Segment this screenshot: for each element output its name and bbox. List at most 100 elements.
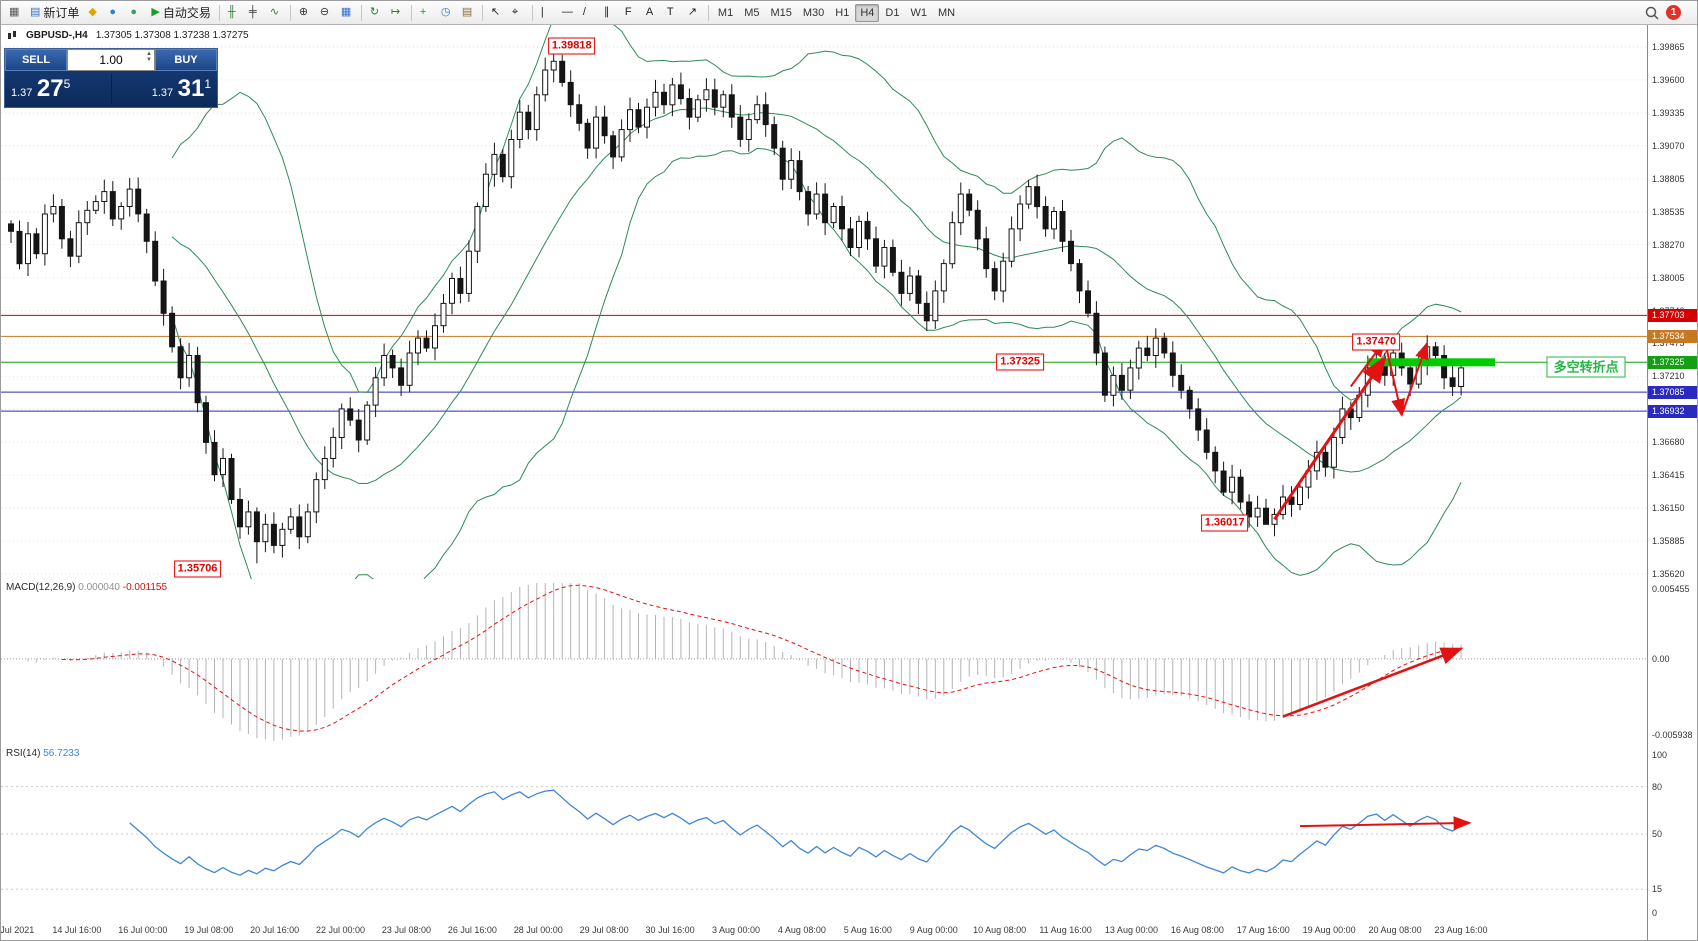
- chart-shift-button[interactable]: ↦: [387, 3, 407, 23]
- price-callout[interactable]: 1.36017: [1200, 514, 1249, 532]
- text-button[interactable]: A: [642, 3, 662, 23]
- toolbar-separator: [707, 4, 709, 21]
- time-axis-label: 4 Aug 08:00: [777, 925, 826, 935]
- equidistant-channel-button[interactable]: ∥: [600, 3, 620, 23]
- cursor-button[interactable]: ↖: [487, 3, 507, 23]
- periods-button[interactable]: ◷: [437, 3, 457, 23]
- trendline-button[interactable]: /: [579, 3, 599, 23]
- macd-plot[interactable]: [1, 579, 1647, 745]
- macd-histogram: [27, 583, 1462, 741]
- rsi-panel: RSI(14) 56.7233: [1, 745, 1697, 922]
- signals-button[interactable]: ●: [126, 3, 146, 23]
- zoom-in-button[interactable]: ⊕: [295, 3, 315, 23]
- price-scale-label: 1.37475: [1652, 338, 1685, 349]
- macd-signal-line: [61, 584, 1462, 732]
- horizontal-line-button[interactable]: —: [558, 3, 578, 23]
- autotrading-button[interactable]: ▶ 自动交易: [147, 3, 214, 23]
- time-axis-label: 13 Jul 2021: [0, 925, 35, 935]
- auto-scroll-button[interactable]: ↻: [366, 3, 386, 23]
- rsi-arrow: [1299, 816, 1472, 831]
- sell-price: 1.37 275: [11, 75, 71, 102]
- fibonacci-button[interactable]: F: [621, 3, 641, 23]
- mql5-community-button[interactable]: ◆: [84, 3, 104, 23]
- price-level-tag: 1.37085: [1648, 385, 1697, 399]
- toolbar-right-cluster: 1: [1645, 5, 1681, 20]
- crosshair-icon: ⌖: [511, 6, 519, 18]
- timeframe-mn-button[interactable]: MN: [933, 4, 960, 22]
- volume-decrease-button[interactable]: ▼: [146, 57, 152, 63]
- price-callout[interactable]: 1.35706: [173, 560, 222, 578]
- bar-chart-button[interactable]: ╫: [224, 3, 244, 23]
- time-axis[interactable]: 13 Jul 2021 14 Jul 16:00 16 Jul 00:00 19 Ju…: [0, 921, 1697, 940]
- timeframe-m5-button[interactable]: M5: [739, 4, 764, 22]
- bollinger-middle: [171, 107, 1462, 485]
- price-divider: [110, 74, 112, 104]
- price-scale[interactable]: 1.39865 1.39600 1.39335 1.39070 1.38805 1.385…: [1647, 25, 1697, 940]
- price-callout[interactable]: 1.39818: [547, 37, 596, 55]
- trendline-icon: /: [582, 6, 586, 18]
- sell-button[interactable]: SELL: [5, 49, 67, 71]
- time-axis-label: 22 Jul 00:00: [316, 925, 366, 935]
- crosshair-button[interactable]: ⌖: [508, 3, 528, 23]
- toolbar-separator: [531, 4, 533, 21]
- vertical-line-button[interactable]: |: [537, 3, 557, 23]
- candlestick-series: [8, 52, 1465, 564]
- time-axis-label: 23 Aug 16:00: [1434, 925, 1488, 935]
- volume-field[interactable]: 1.00 ▲ ▼: [67, 49, 155, 71]
- indicators-add-button[interactable]: +: [416, 3, 436, 23]
- buy-button[interactable]: BUY: [155, 49, 217, 71]
- price-chart-plot[interactable]: [1, 25, 1647, 579]
- time-axis-label: 3 Aug 00:00: [711, 925, 761, 935]
- horizontal-line-icon: —: [561, 6, 573, 18]
- turning-point-label[interactable]: 多空转折点: [1546, 356, 1626, 378]
- time-axis-label: 16 Aug 08:00: [1170, 925, 1224, 935]
- time-axis-label: 19 Jul 08:00: [184, 925, 234, 935]
- market-button[interactable]: ●: [105, 3, 125, 23]
- autotrading-label: 自动交易: [162, 6, 211, 20]
- price-callout[interactable]: 1.37470: [1352, 333, 1401, 351]
- new-order-button[interactable]: ▤ 新订单: [26, 3, 83, 23]
- timeframe-h4-button[interactable]: H4: [855, 3, 880, 22]
- price-scale-label: 1.36680: [1652, 437, 1685, 448]
- rsi-plot[interactable]: [1, 745, 1647, 921]
- price-callout[interactable]: 1.37325: [996, 353, 1044, 371]
- timeframe-m15-button[interactable]: M15: [765, 4, 796, 22]
- zoom-out-button[interactable]: ⊖: [316, 3, 336, 23]
- volume-increase-button[interactable]: ▲: [146, 51, 152, 57]
- buy-price: 1.37 311: [151, 75, 211, 102]
- price-scale-label: 1.39600: [1652, 74, 1685, 85]
- line-chart-button[interactable]: ∿: [266, 3, 286, 23]
- cursor-icon: ↖: [490, 6, 501, 18]
- timeframe-m30-button[interactable]: M30: [798, 4, 829, 22]
- volume-value[interactable]: 1.00: [99, 53, 123, 67]
- indicators-add-icon: +: [419, 6, 427, 18]
- time-axis-label: 13 Aug 00:00: [1104, 925, 1158, 935]
- time-axis-label: 19 Aug 00:00: [1302, 925, 1356, 935]
- open-chart-button[interactable]: ▦: [5, 3, 25, 23]
- price-scale-label: 1.35885: [1652, 536, 1685, 547]
- arrows-tool-button[interactable]: ↗: [684, 3, 704, 23]
- templates-button[interactable]: ▤: [458, 3, 478, 23]
- price-level-tag: 1.37703: [1648, 308, 1697, 322]
- search-icon[interactable]: [1645, 6, 1659, 20]
- price-scale-label: 1.38005: [1652, 272, 1685, 283]
- price-scale-label: 1.39865: [1652, 42, 1685, 52]
- open-chart-icon: ▦: [9, 6, 20, 18]
- timeframe-m1-button[interactable]: M1: [713, 4, 738, 22]
- toolbar-separator: [481, 4, 483, 21]
- timeframe-h1-button[interactable]: H1: [830, 4, 854, 22]
- tile-windows-button[interactable]: ▦: [337, 3, 357, 23]
- price-chart-panel: GBPUSD-,H4 1.37305 1.37308 1.37238 1.372…: [1, 25, 1697, 580]
- price-scale-label: 1.38535: [1652, 206, 1685, 217]
- notification-badge[interactable]: 1: [1666, 5, 1681, 20]
- text-label-button[interactable]: T: [663, 3, 683, 23]
- timeframe-w1-button[interactable]: W1: [905, 4, 932, 22]
- macd-label: MACD(12,26,9) 0.000040 -0.001155: [6, 582, 168, 593]
- toolbar-separator: [289, 4, 291, 21]
- timeframe-d1-button[interactable]: D1: [880, 4, 904, 22]
- price-scale-label: 1.36415: [1652, 470, 1685, 481]
- bar-chart-icon: ╫: [227, 6, 236, 18]
- candlestick-chart-button[interactable]: ╪: [245, 3, 265, 23]
- chart-shift-icon: ↦: [390, 6, 401, 18]
- time-axis-label: 28 Jul 00:00: [513, 925, 563, 935]
